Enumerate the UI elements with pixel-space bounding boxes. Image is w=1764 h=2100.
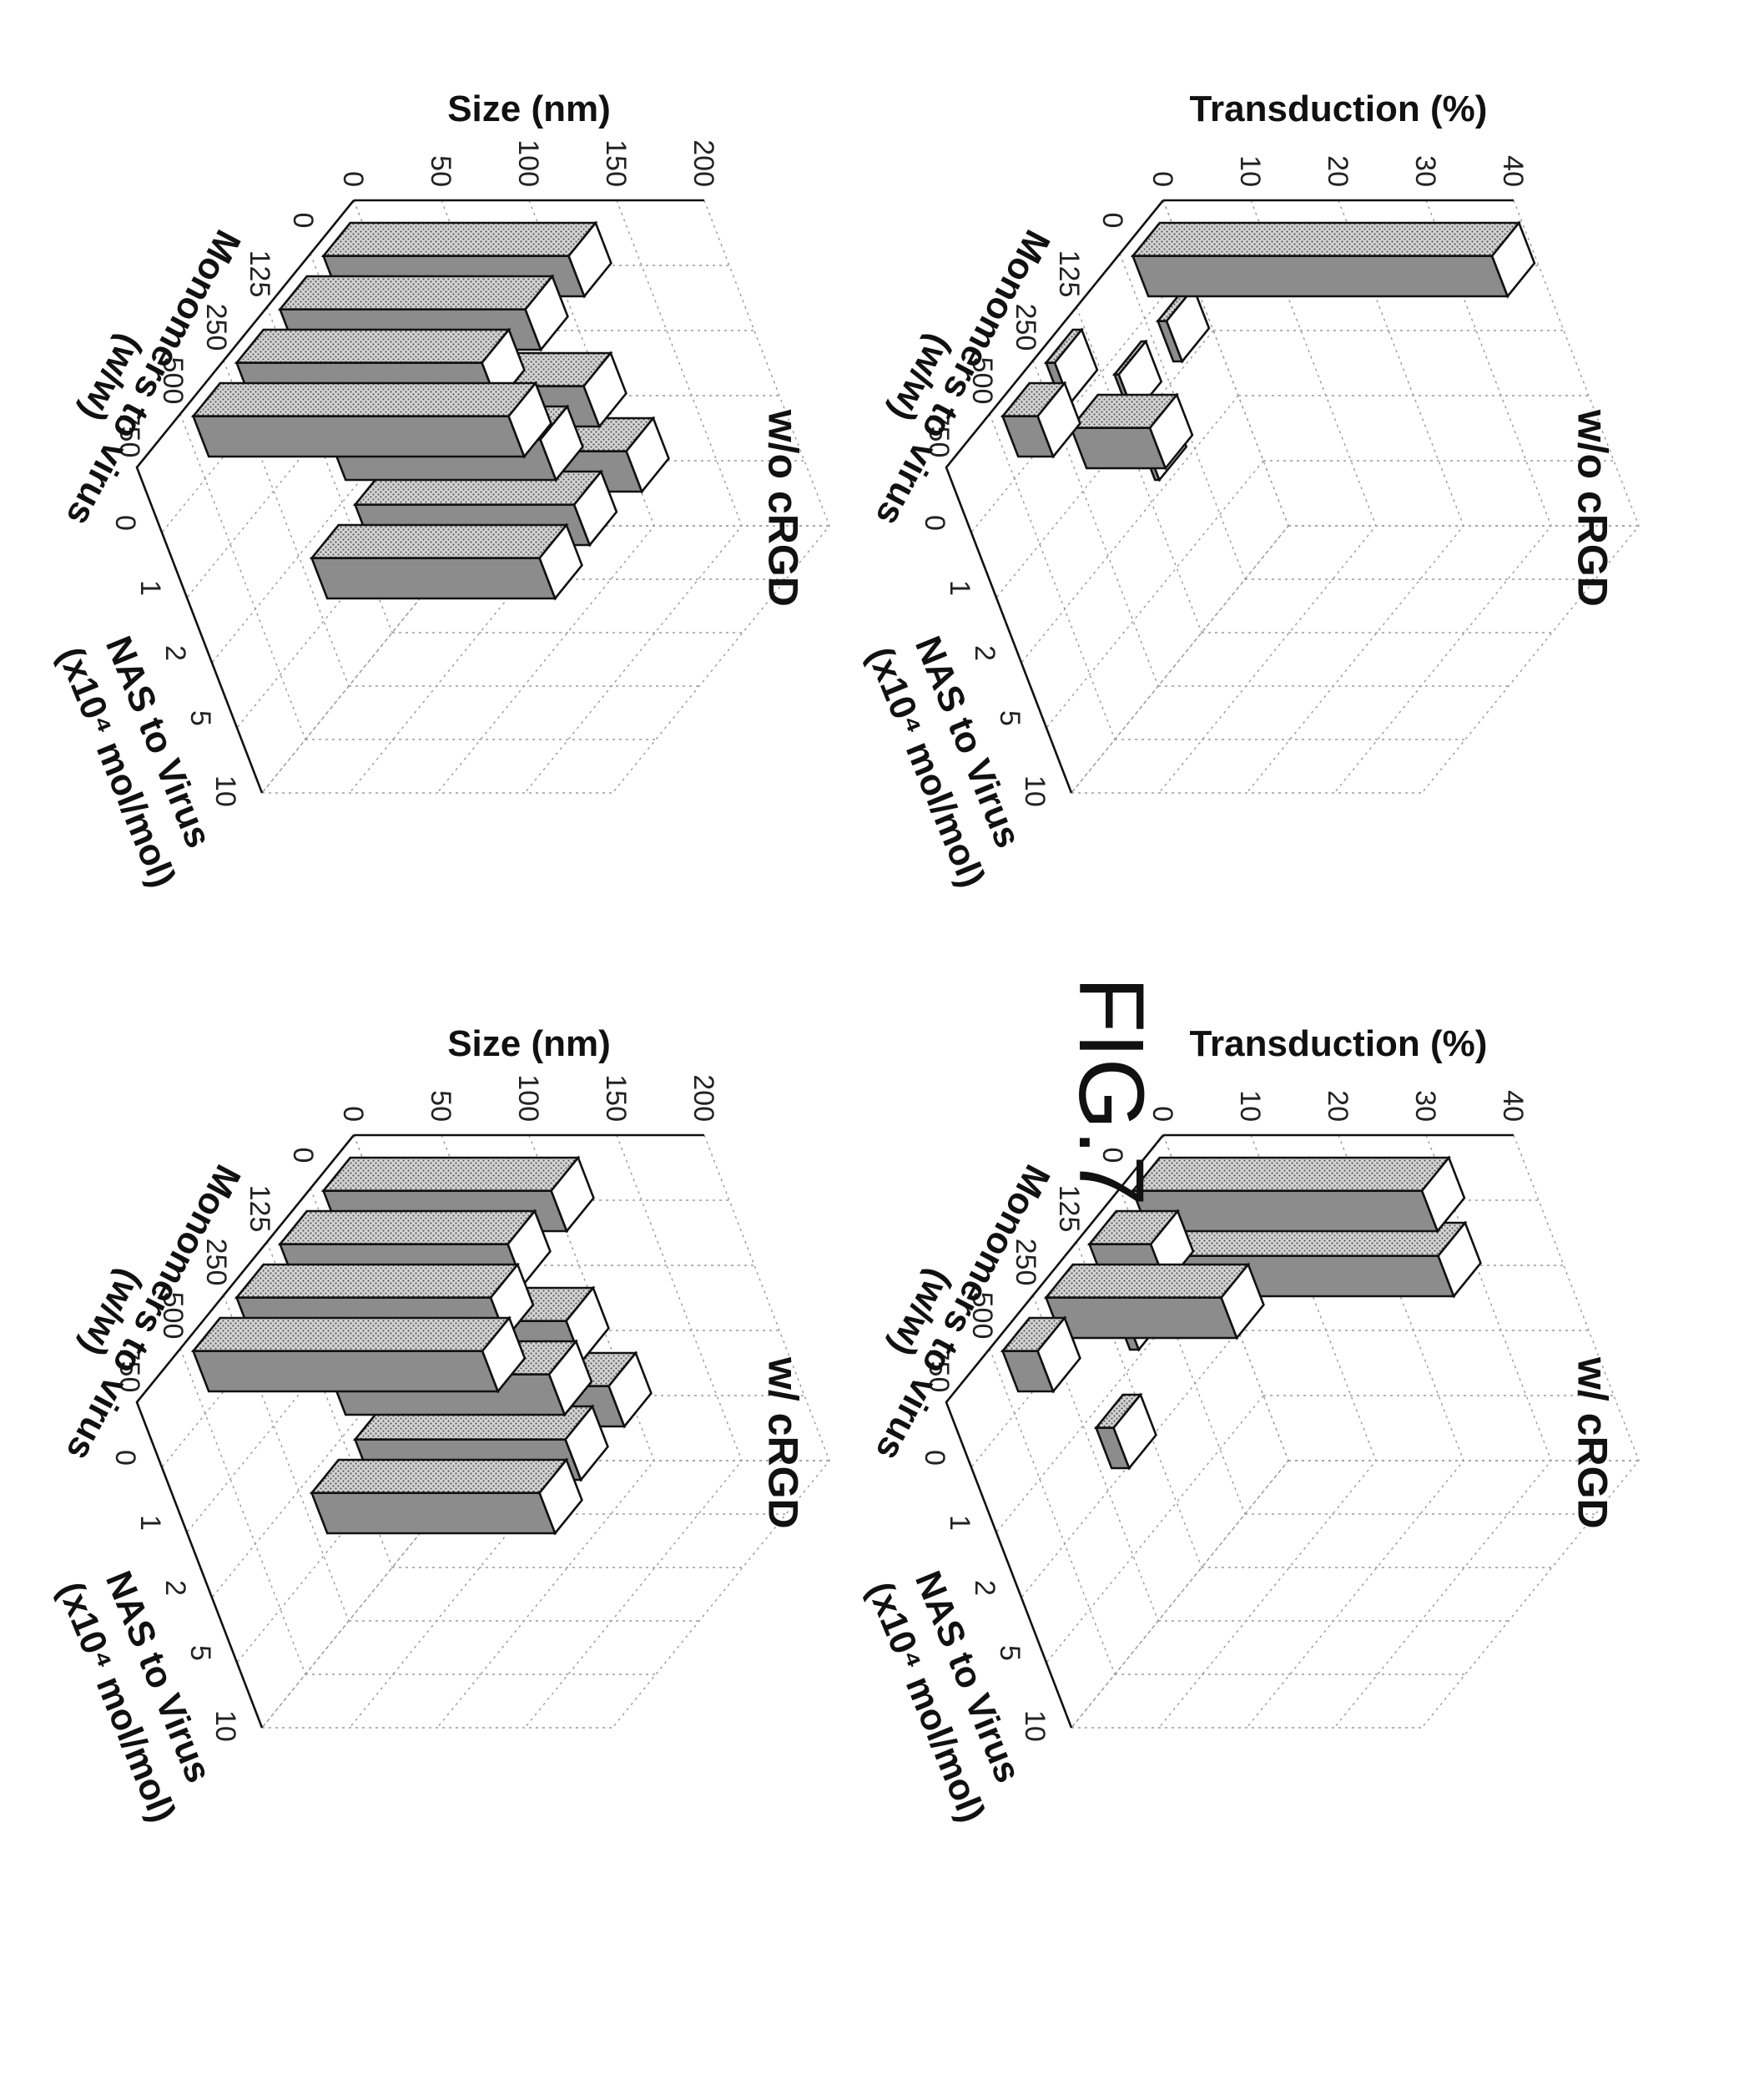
x-tick-label: 0 bbox=[287, 213, 319, 229]
x-tick-label: 125 bbox=[244, 250, 275, 298]
z-tick-label: 20 bbox=[1322, 1090, 1353, 1122]
z-tick-label: 40 bbox=[1497, 1090, 1529, 1122]
bar bbox=[1133, 1158, 1464, 1231]
figure-label: FIG.7 bbox=[1060, 977, 1162, 1206]
z-tick-label: 50 bbox=[425, 155, 456, 187]
x-tick-label: 0 bbox=[287, 1148, 319, 1164]
chart-title: w/ cRGD bbox=[760, 1356, 807, 1529]
z-tick-label: 200 bbox=[688, 1074, 719, 1122]
y-tick-label: 10 bbox=[1019, 1710, 1051, 1742]
y-tick-label: 10 bbox=[209, 1710, 241, 1742]
x-axis-label: Monomers to virus bbox=[868, 1159, 1058, 1468]
bar-front-face bbox=[280, 276, 552, 310]
bar bbox=[1046, 1265, 1264, 1338]
x-tick-label: 0 bbox=[1096, 213, 1128, 229]
z-axis-label: Transduction (%) bbox=[1190, 88, 1488, 129]
z-tick-label: 100 bbox=[512, 1074, 544, 1122]
y-tick-label: 1 bbox=[944, 580, 975, 596]
x-tick-label: 125 bbox=[244, 1185, 275, 1233]
z-tick-label: 30 bbox=[1409, 1090, 1441, 1122]
z-tick-label: 40 bbox=[1497, 155, 1529, 187]
bar bbox=[1096, 1395, 1157, 1468]
grid-line bbox=[1046, 461, 1263, 728]
bar-side-face bbox=[312, 1493, 556, 1533]
bar bbox=[1003, 1318, 1081, 1391]
bar-front-face bbox=[324, 1158, 578, 1191]
bar-front-face bbox=[280, 1211, 535, 1244]
bar bbox=[1133, 223, 1535, 296]
z-tick-label: 30 bbox=[1409, 155, 1441, 187]
bar bbox=[194, 1318, 525, 1391]
bar-front-face bbox=[312, 525, 567, 558]
z-tick-label: 10 bbox=[1234, 1090, 1266, 1122]
panel-w-crgd-size: 0501001502000125250500750012510w/ cRGDSi… bbox=[50, 1023, 829, 1828]
bar-side-face bbox=[1133, 256, 1508, 296]
bar-front-face bbox=[194, 1318, 510, 1351]
y-tick-label: 0 bbox=[919, 515, 950, 531]
y-tick-label: 2 bbox=[159, 645, 191, 661]
grid-line bbox=[180, 414, 305, 740]
bar-front-face bbox=[194, 383, 536, 416]
bar-front-face bbox=[237, 1265, 518, 1298]
bar-side-face bbox=[194, 1351, 498, 1391]
bar bbox=[312, 525, 582, 598]
x-axis-label: Monomers to virus bbox=[868, 224, 1058, 533]
y-tick-label: 5 bbox=[994, 710, 1026, 726]
y-tick-label: 0 bbox=[919, 1450, 950, 1466]
bar bbox=[1158, 288, 1209, 361]
z-axis-label: Size (nm) bbox=[447, 88, 611, 129]
grid-line bbox=[180, 1349, 305, 1674]
x-axis-label: Monomers to virus bbox=[58, 1159, 249, 1468]
y-tick-label: 5 bbox=[994, 1645, 1026, 1661]
z-tick-label: 100 bbox=[512, 139, 544, 187]
grid-line bbox=[990, 1349, 1115, 1674]
chart-title: w/o cRGD bbox=[760, 409, 807, 607]
z-tick-label: 150 bbox=[600, 139, 632, 187]
panel-wo-crgd-transduction: 0102030400125250500750012510w/o cRGDTran… bbox=[859, 88, 1639, 893]
rotated-page: 0102030400125250500750012510w/ cRGDTrans… bbox=[50, 88, 1639, 1828]
z-axis-label: Size (nm) bbox=[447, 1023, 611, 1064]
y-tick-label: 10 bbox=[209, 775, 241, 807]
panel-w-crgd-transduction: 0102030400125250500750012510w/ cRGDTrans… bbox=[859, 1023, 1639, 1828]
y-tick-label: 2 bbox=[969, 1580, 1000, 1596]
z-tick-label: 50 bbox=[425, 1090, 456, 1122]
y-tick-label: 10 bbox=[1019, 775, 1051, 807]
bar bbox=[194, 383, 552, 457]
bar-front-face bbox=[312, 1460, 567, 1493]
y-tick-label: 0 bbox=[109, 1450, 141, 1466]
bar-side-face bbox=[194, 416, 525, 457]
z-tick-label: 200 bbox=[688, 139, 719, 187]
bar-front-face bbox=[1046, 1265, 1248, 1298]
z-tick-label: 0 bbox=[337, 171, 369, 187]
bar-front-face bbox=[237, 330, 509, 363]
y-tick-label: 1 bbox=[134, 580, 166, 596]
z-tick-label: 150 bbox=[600, 1074, 632, 1122]
bar bbox=[1071, 395, 1192, 468]
bar-front-face bbox=[324, 223, 596, 256]
bar-side-face bbox=[312, 558, 556, 598]
chart-title: w/ cRGD bbox=[1570, 1356, 1616, 1529]
y-tick-label: 5 bbox=[184, 1645, 216, 1661]
bar-side-face bbox=[1046, 1298, 1237, 1338]
x-axis-label: Monomers to virus bbox=[58, 224, 249, 533]
bar-front-face bbox=[1133, 223, 1520, 256]
y-tick-label: 2 bbox=[969, 645, 1000, 661]
x-tick-label: 125 bbox=[1053, 250, 1085, 298]
y-tick-label: 2 bbox=[159, 1580, 191, 1596]
z-tick-label: 20 bbox=[1322, 155, 1353, 187]
panel-wo-crgd-size: 0501001502000125250500750012510w/o cRGDS… bbox=[50, 88, 829, 893]
z-axis-label: Transduction (%) bbox=[1190, 1023, 1488, 1064]
bar-front-face bbox=[1133, 1158, 1449, 1191]
z-tick-label: 0 bbox=[1147, 171, 1178, 187]
bar bbox=[312, 1460, 582, 1533]
y-tick-label: 1 bbox=[134, 1515, 166, 1531]
y-tick-label: 5 bbox=[184, 710, 216, 726]
z-tick-label: 0 bbox=[337, 1106, 369, 1122]
z-tick-label: 10 bbox=[1234, 155, 1266, 187]
y-tick-label: 1 bbox=[944, 1515, 975, 1531]
chart-title: w/o cRGD bbox=[1570, 409, 1616, 607]
bar bbox=[1003, 383, 1081, 457]
y-tick-label: 0 bbox=[109, 515, 141, 531]
